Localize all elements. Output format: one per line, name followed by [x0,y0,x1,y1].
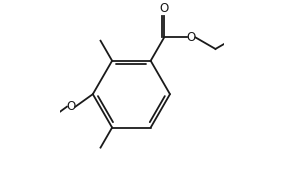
Text: O: O [160,2,169,15]
Text: O: O [66,100,76,113]
Text: O: O [187,31,196,44]
